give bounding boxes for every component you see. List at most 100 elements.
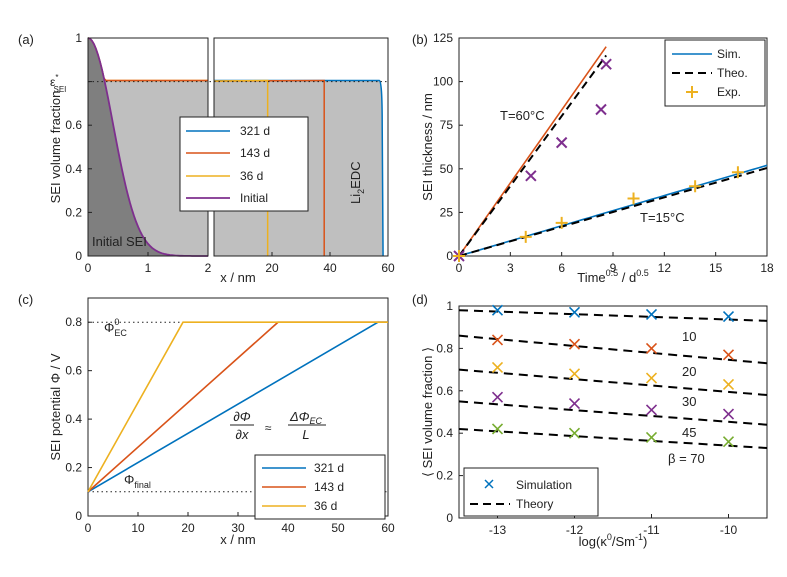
d-ytick-label: 0.2	[436, 469, 453, 483]
d-simulation-marker	[568, 397, 581, 410]
d-ytick-label: 1	[446, 299, 453, 313]
d-ytick-label: 0	[446, 511, 453, 525]
d-legend-box	[463, 467, 599, 517]
d-simulation-marker	[491, 423, 504, 435]
legend-label-143d: 143 d	[240, 146, 270, 160]
panel-a-label: (a)	[18, 32, 34, 47]
b-exp-60-marker	[595, 103, 607, 116]
d-theory-line	[458, 427, 768, 450]
a-xtick-label: 0	[85, 261, 92, 275]
c-series-line	[87, 321, 388, 493]
b-ytick-label: 50	[440, 162, 454, 176]
c-ytick-label: 0.6	[65, 364, 82, 378]
d-simulation-marker	[491, 361, 504, 374]
series-321d	[214, 79, 384, 257]
a-xtick-label: 1	[145, 261, 152, 275]
c-ytick-label: 0.2	[65, 461, 82, 475]
c-legend-label-321d: 321 d	[314, 461, 344, 475]
d-ytick-label: 0.4	[436, 426, 453, 440]
panel-c: (c) 0 10 20 30 40 50 60 0 0.2 0.4 0.6 0.8 SEI poten…	[18, 292, 395, 547]
a-xtick-label: 20	[265, 261, 279, 275]
d-ylabel: ⟨ SEI volume fraction ⟩	[420, 347, 435, 477]
panel-a: (a) 0 0.2 0.4 0.6 1 0 1 2 20 40 60 ε* SEI SEI volum…	[18, 31, 395, 285]
b-ytick-label: 75	[440, 118, 454, 132]
beta-label-20: 20	[682, 364, 696, 379]
eq-right-denominator: L	[302, 427, 309, 442]
series-143d-left	[87, 37, 208, 82]
c-xtick-label: 10	[131, 521, 145, 535]
initial-sei-area	[88, 38, 208, 256]
series-36d-left	[87, 37, 208, 82]
d-simulation-marker	[645, 308, 658, 321]
beta-label-70: β = 70	[668, 451, 705, 466]
panel-b-label: (b)	[412, 32, 428, 47]
legend-label-321d: 321 d	[240, 124, 270, 138]
eq-left-denominator: ∂x	[236, 427, 249, 442]
c-xlabel: x / nm	[220, 532, 255, 547]
d-xtick-label: -12	[566, 523, 584, 537]
b-ytick-label: 25	[440, 205, 454, 219]
d-legend-label-simulation: Simulation	[516, 478, 572, 492]
d-legend-swatch-simulation	[484, 479, 494, 489]
a-ylabel: SEI volume fraction	[48, 91, 63, 204]
li2edc-region-label: Li2EDC	[348, 161, 366, 204]
a-ytick-label: 0.4	[65, 162, 82, 176]
d-legend-label-theory: Theory	[516, 497, 553, 511]
d-theory-line	[458, 368, 768, 397]
axis-ticks-a: 0 0.2 0.4 0.6 1 0 1 2 20 40 60	[65, 31, 395, 275]
c-legend-label-36d: 36 d	[314, 499, 337, 513]
d-ytick-label: 0.8	[436, 341, 453, 355]
b-ytick-label: 0	[446, 249, 453, 263]
d-simulation-marker	[722, 378, 735, 391]
li2edc-area-left	[88, 38, 208, 256]
annotation-t15: T=15°C	[640, 210, 685, 225]
c-ytick-label: 0.4	[65, 412, 82, 426]
d-xtick-label: -13	[489, 523, 507, 537]
d-ytick-label: 0.6	[436, 384, 453, 398]
d-simulation-marker	[568, 368, 581, 380]
a-ytick-label: 0	[75, 249, 82, 263]
d-simulation-marker	[645, 404, 658, 416]
c-xtick-label: 20	[181, 521, 195, 535]
a-ytick-label: 0.6	[65, 118, 82, 132]
d-xtick-label: -10	[720, 523, 738, 537]
b-exp-15-marker	[731, 166, 744, 179]
b-theo-15-line	[458, 167, 768, 257]
d-simulation-marker	[722, 408, 735, 420]
c-ytick-label: 0	[75, 509, 82, 523]
eq-right-numerator: ΔΦEC	[289, 409, 323, 426]
d-simulation-marker	[722, 349, 735, 361]
c-xtick-label: 50	[331, 521, 345, 535]
b-ylabel: SEI thickness / nm	[420, 93, 435, 201]
d-plot-area	[458, 304, 768, 450]
b-plot-area	[453, 46, 768, 262]
legend-label-exp: Exp.	[717, 85, 741, 99]
panel-b: (b) 0 3 6 9 12 15 18 0 25 50 75 100 125 SEI thicknes…	[412, 31, 774, 285]
d-simulation-marker	[645, 372, 658, 384]
c-xtick-label: 40	[281, 521, 295, 535]
axis-ticks-d: -13 -12 -11 -10 0 0.2 0.4 0.6 0.8 1	[436, 299, 737, 537]
b-exp-15-marker	[689, 180, 702, 193]
d-simulation-marker	[568, 306, 581, 318]
gradient-equation: ∂Φ ∂x ≈ ΔΦEC L	[230, 409, 326, 442]
d-simulation-marker	[491, 391, 504, 403]
legend-label-36d: 36 d	[240, 169, 263, 183]
d-simulation-marker	[645, 342, 658, 354]
eq-approx-symbol: ≈	[265, 421, 272, 435]
b-legend: Sim. Theo. Exp.	[664, 39, 766, 107]
eq-left-numerator: ∂Φ	[233, 409, 250, 424]
b-ytick-label: 125	[433, 31, 453, 45]
b-exp-60-marker	[600, 58, 612, 70]
panel-d: (d) -13 -12 -11 -10 0 0.2 0.4 0.6 0.8 1 ⟨ SEI vol…	[412, 292, 768, 549]
d-theory-line	[458, 334, 768, 365]
b-xtick-label: 18	[760, 261, 774, 275]
beta-label-45: 45	[682, 425, 696, 440]
d-legend: Simulation Theory	[463, 467, 599, 517]
c-xtick-label: 60	[381, 521, 395, 535]
a-xtick-label: 40	[323, 261, 337, 275]
c-plot-area	[87, 321, 388, 493]
a-ytick-label: 0.2	[65, 205, 82, 219]
c-xtick-label: 0	[85, 521, 92, 535]
b-xtick-label: 9	[610, 261, 617, 275]
